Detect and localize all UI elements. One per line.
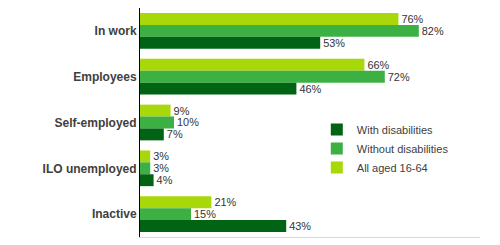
svg-text:Self-employed: Self-employed <box>55 116 137 130</box>
svg-text:43%: 43% <box>289 220 311 232</box>
svg-text:46%: 46% <box>299 83 321 95</box>
svg-text:ILO unemployed: ILO unemployed <box>43 162 137 176</box>
svg-text:10%: 10% <box>177 116 199 128</box>
svg-text:Employees: Employees <box>73 70 137 84</box>
svg-text:All aged 16-64: All aged 16-64 <box>357 162 428 174</box>
svg-text:In work: In work <box>95 24 137 38</box>
svg-text:66%: 66% <box>367 59 389 71</box>
svg-text:72%: 72% <box>388 71 410 83</box>
svg-text:53%: 53% <box>323 37 345 49</box>
svg-text:15%: 15% <box>194 208 216 220</box>
svg-text:76%: 76% <box>401 13 423 25</box>
svg-text:4%: 4% <box>157 174 173 186</box>
svg-text:Without disabilities: Without disabilities <box>357 143 449 155</box>
svg-text:82%: 82% <box>422 25 444 37</box>
svg-text:Inactive: Inactive <box>92 207 137 221</box>
svg-text:With disabilities: With disabilities <box>357 124 433 136</box>
svg-text:7%: 7% <box>167 128 183 140</box>
svg-text:21%: 21% <box>214 196 236 208</box>
svg-text:3%: 3% <box>153 162 169 174</box>
svg-text:3%: 3% <box>153 150 169 162</box>
svg-text:9%: 9% <box>174 105 190 117</box>
